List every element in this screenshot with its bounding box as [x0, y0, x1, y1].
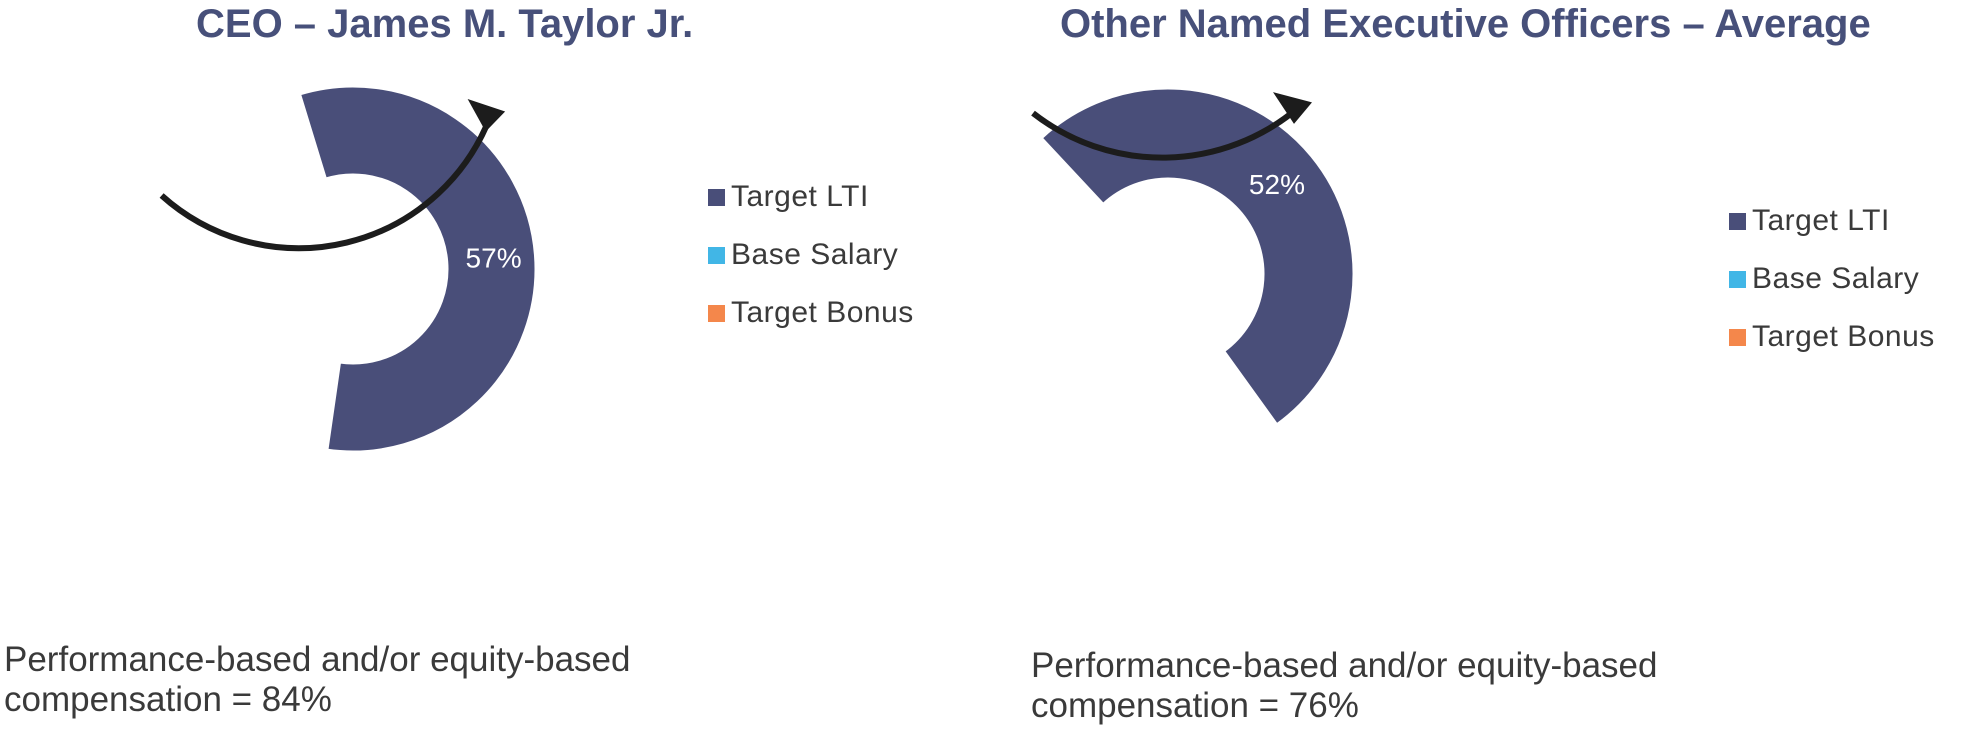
- legend-label: Target LTI: [731, 180, 869, 213]
- legend-swatch-target-bonus: [708, 304, 725, 322]
- ceo-donut-chart: 16%27%57%: [159, 84, 538, 454]
- performance-footnote: Performance-based and/or equity-based co…: [1031, 646, 1657, 726]
- legend-label: Target Bonus: [731, 296, 914, 329]
- footnote-line: Performance-based and/or equity-based: [1031, 646, 1658, 685]
- legend-swatch-base-salary: [1729, 270, 1746, 288]
- ceo-chart-panel: CEO – James M. Taylor Jr. 16%27%57% Targ…: [4, 2, 914, 720]
- slice-target-lti: [297, 84, 538, 454]
- legend-label: Target Bonus: [1752, 320, 1935, 353]
- chart-title: Other Named Executive Officers – Average: [1060, 2, 1871, 46]
- chart-legend: Target LTI Base Salary Target Bonus: [1729, 192, 1935, 366]
- annotation-arrowhead: [467, 99, 506, 132]
- legend-swatch-base-salary: [708, 246, 725, 264]
- annotation-arrow-arc: [1031, 106, 1300, 161]
- legend-label: Base Salary: [731, 238, 899, 271]
- legend-item-base-salary: Base Salary: [708, 226, 914, 284]
- data-label-target-lti: 57%: [466, 243, 522, 274]
- legend-swatch-target-lti: [1729, 212, 1746, 230]
- annotation-arrow-arc: [159, 115, 493, 252]
- performance-footnote: Performance-based and/or equity-based co…: [4, 640, 630, 720]
- footnote-line: Performance-based and/or equity-based: [4, 640, 631, 679]
- legend-swatch-target-bonus: [1729, 328, 1746, 346]
- chart-title: CEO – James M. Taylor Jr.: [196, 2, 694, 46]
- slice-target-lti: [1039, 86, 1356, 427]
- legend-swatch-target-lti: [708, 188, 725, 206]
- neo-chart-panel: Other Named Executive Officers – Average…: [985, 0, 1970, 732]
- legend-item-target-lti: Target LTI: [708, 168, 914, 226]
- legend-item-target-lti: Target LTI: [1729, 192, 1935, 250]
- annotation-arrowhead: [1273, 92, 1312, 124]
- data-label-target-lti: 52%: [1249, 169, 1305, 200]
- legend-item-base-salary: Base Salary: [1729, 250, 1935, 308]
- footnote-line: compensation = 84%: [4, 680, 332, 719]
- neo-donut-chart: 24%24%52%: [1031, 86, 1356, 427]
- legend-label: Base Salary: [1752, 262, 1920, 295]
- legend-item-target-bonus: Target Bonus: [708, 284, 914, 342]
- legend-item-target-bonus: Target Bonus: [1729, 308, 1935, 366]
- legend-label: Target LTI: [1752, 204, 1890, 237]
- footnote-line: compensation = 76%: [1031, 686, 1359, 725]
- chart-legend: Target LTI Base Salary Target Bonus: [708, 168, 914, 342]
